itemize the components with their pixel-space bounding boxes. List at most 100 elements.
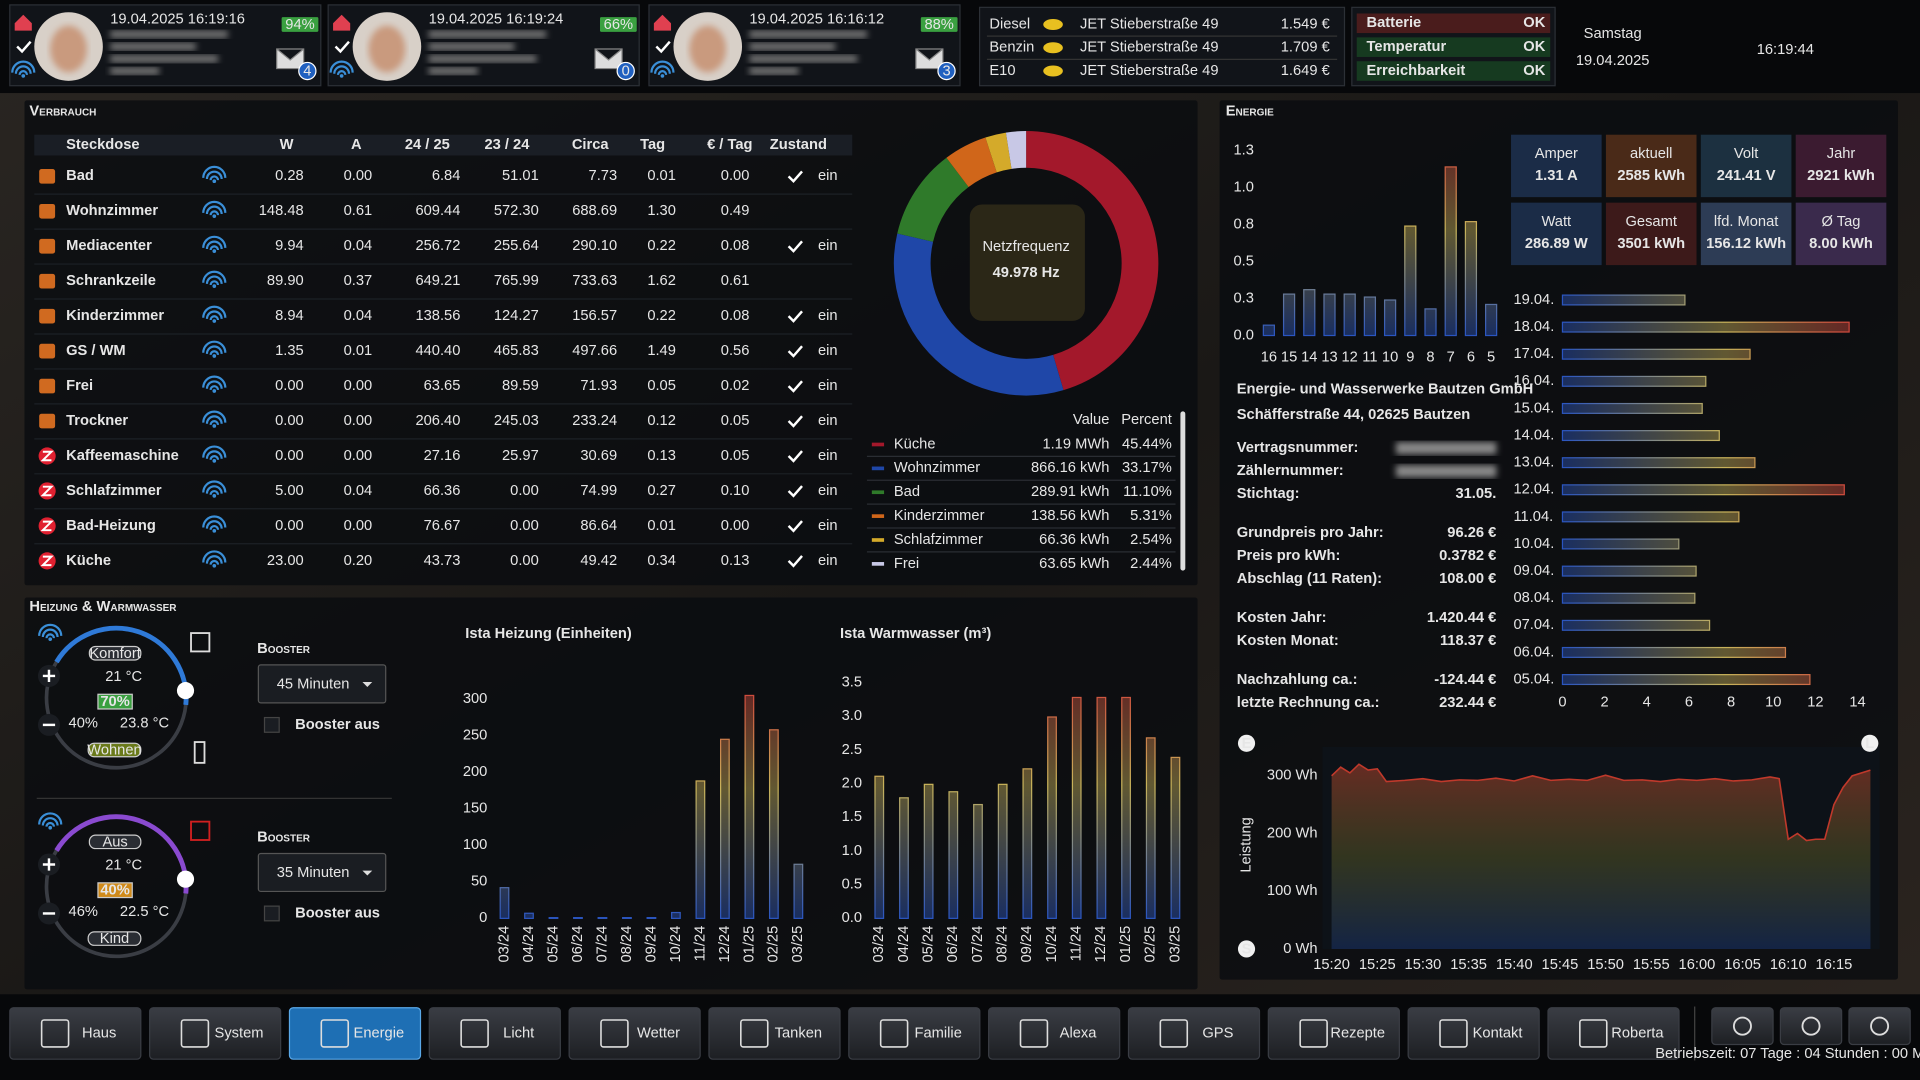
- y-tick-label: 16.04.: [1513, 373, 1554, 389]
- tool-button[interactable]: [1848, 1007, 1911, 1046]
- mode-label: Aus: [102, 834, 127, 850]
- socket-name: Kaffeemaschine: [66, 448, 179, 464]
- legend-percent: 2.54%: [1130, 532, 1172, 548]
- x-tick-label: 6: [1467, 349, 1475, 365]
- thermostat-arc: [54, 625, 189, 706]
- bar: [1561, 375, 1707, 387]
- wifi-arc: [205, 555, 223, 564]
- wifi-arc: [38, 812, 63, 825]
- footer: Betriebszeit: 07 Tage : 04 Stunden : 00 …: [1655, 1046, 1920, 1062]
- table-cell: 0.13: [721, 553, 750, 569]
- x-tick-label: 12/24: [1093, 926, 1109, 963]
- x-tick-label: 15:45: [1542, 957, 1579, 973]
- table-cell: 43.73: [424, 553, 461, 569]
- bar: [1561, 646, 1787, 658]
- table-cell: 245.03: [494, 413, 539, 429]
- nav-button[interactable]: [1127, 1007, 1261, 1060]
- x-tick-label: 16:10: [1770, 957, 1807, 973]
- bar: [1561, 538, 1680, 550]
- wifi-arc: [205, 275, 223, 285]
- wifi-dot: [21, 74, 26, 78]
- legend-percent: 11.10%: [1123, 484, 1172, 500]
- status-row: [1356, 61, 1551, 81]
- checkbox[interactable]: [263, 716, 280, 733]
- table-cell: 0.01: [344, 343, 373, 359]
- tile: [1795, 202, 1887, 266]
- y-tick-label: 2.0: [842, 776, 862, 792]
- mode-pill: [88, 645, 142, 661]
- dropdown-value: 45 Minuten: [277, 676, 350, 692]
- legend-amount: 1.19 MWh: [1042, 436, 1109, 452]
- table-cell: 0.37: [344, 273, 373, 289]
- table-cell: 8.94: [275, 308, 304, 324]
- nav-icon: [1299, 1019, 1328, 1048]
- address: Schäfferstraße 44, 02625 Bautzen: [1237, 407, 1471, 423]
- tile: [1511, 202, 1602, 266]
- nav-button[interactable]: [988, 1007, 1121, 1060]
- actual-temp: 23.8 °C: [120, 716, 170, 732]
- nav-button[interactable]: [9, 1007, 142, 1060]
- status-row: [1356, 37, 1551, 57]
- jet-logo: [1043, 42, 1063, 54]
- tile-label: Gesamt: [1626, 214, 1677, 230]
- x-tick-label: 9: [1406, 349, 1414, 365]
- dect-icon: [39, 413, 56, 429]
- legend-percent: 45.44%: [1122, 436, 1172, 452]
- donut-segment: [946, 137, 998, 188]
- wifi-arc: [205, 520, 223, 529]
- wifi-arc: [209, 210, 220, 216]
- thermostat-knob[interactable]: [176, 682, 195, 700]
- x-tick-label: 09/24: [643, 926, 659, 963]
- dect-icon: [39, 273, 56, 289]
- table-cell: 0.08: [721, 238, 750, 254]
- x-tick-label: 4: [1643, 695, 1651, 711]
- y-tick-label: 06.04.: [1513, 644, 1554, 660]
- nav-button[interactable]: [568, 1007, 701, 1060]
- wifi-dot: [212, 528, 217, 533]
- x-tick-label: 16: [1261, 349, 1277, 365]
- wifi-arc: [202, 480, 227, 493]
- booster-state: Booster aus: [295, 717, 380, 733]
- phone-icon: [193, 741, 206, 764]
- y-tick-label: 13.04.: [1513, 455, 1554, 471]
- tile-label: Amper: [1535, 146, 1578, 162]
- checkbox[interactable]: [263, 905, 280, 922]
- dropdown[interactable]: [257, 852, 387, 893]
- socket-name: Bad-Heizung: [66, 518, 156, 534]
- nav-icon: [460, 1019, 489, 1048]
- tool-button[interactable]: [1711, 1007, 1774, 1046]
- bar: [1022, 768, 1033, 919]
- table-header-cell: 24 / 25: [405, 137, 450, 153]
- y-tick-label: 05.04.: [1513, 671, 1554, 687]
- blurred-text: [110, 55, 218, 63]
- wifi-arc: [202, 410, 227, 423]
- x-tick-label: 15:35: [1450, 957, 1487, 973]
- nav-button[interactable]: [428, 1007, 561, 1060]
- table-cell: 0.01: [647, 168, 676, 184]
- blurred-text: [749, 67, 799, 75]
- x-tick-label: 14: [1849, 695, 1865, 711]
- line: [1331, 763, 1871, 842]
- tile: [1605, 202, 1697, 266]
- thermostat-knob[interactable]: [176, 870, 195, 888]
- z-glyph: [40, 485, 54, 497]
- bar: [744, 694, 755, 919]
- check-icon: [787, 345, 803, 358]
- table-cell: 0.00: [510, 553, 539, 569]
- wifi-icon: [202, 515, 227, 533]
- booster-title: Booster: [257, 829, 311, 845]
- x-tick-label: 05/24: [921, 926, 937, 963]
- bar: [948, 791, 959, 919]
- wifi-icon: [329, 60, 354, 78]
- wifi-arc: [18, 70, 29, 76]
- dropdown[interactable]: [257, 664, 387, 704]
- marker-badge: [1237, 940, 1256, 958]
- tool-button[interactable]: [1779, 1007, 1843, 1046]
- y-tick-label: 300 Wh: [1267, 768, 1318, 784]
- x-tick-label: 01/25: [1118, 926, 1134, 963]
- legend-name: Küche: [894, 436, 936, 452]
- x-tick-label: 14: [1301, 349, 1317, 365]
- setpoint: 21 °C: [105, 669, 142, 685]
- dect-icon: [39, 378, 56, 394]
- wifi-icon: [202, 340, 227, 358]
